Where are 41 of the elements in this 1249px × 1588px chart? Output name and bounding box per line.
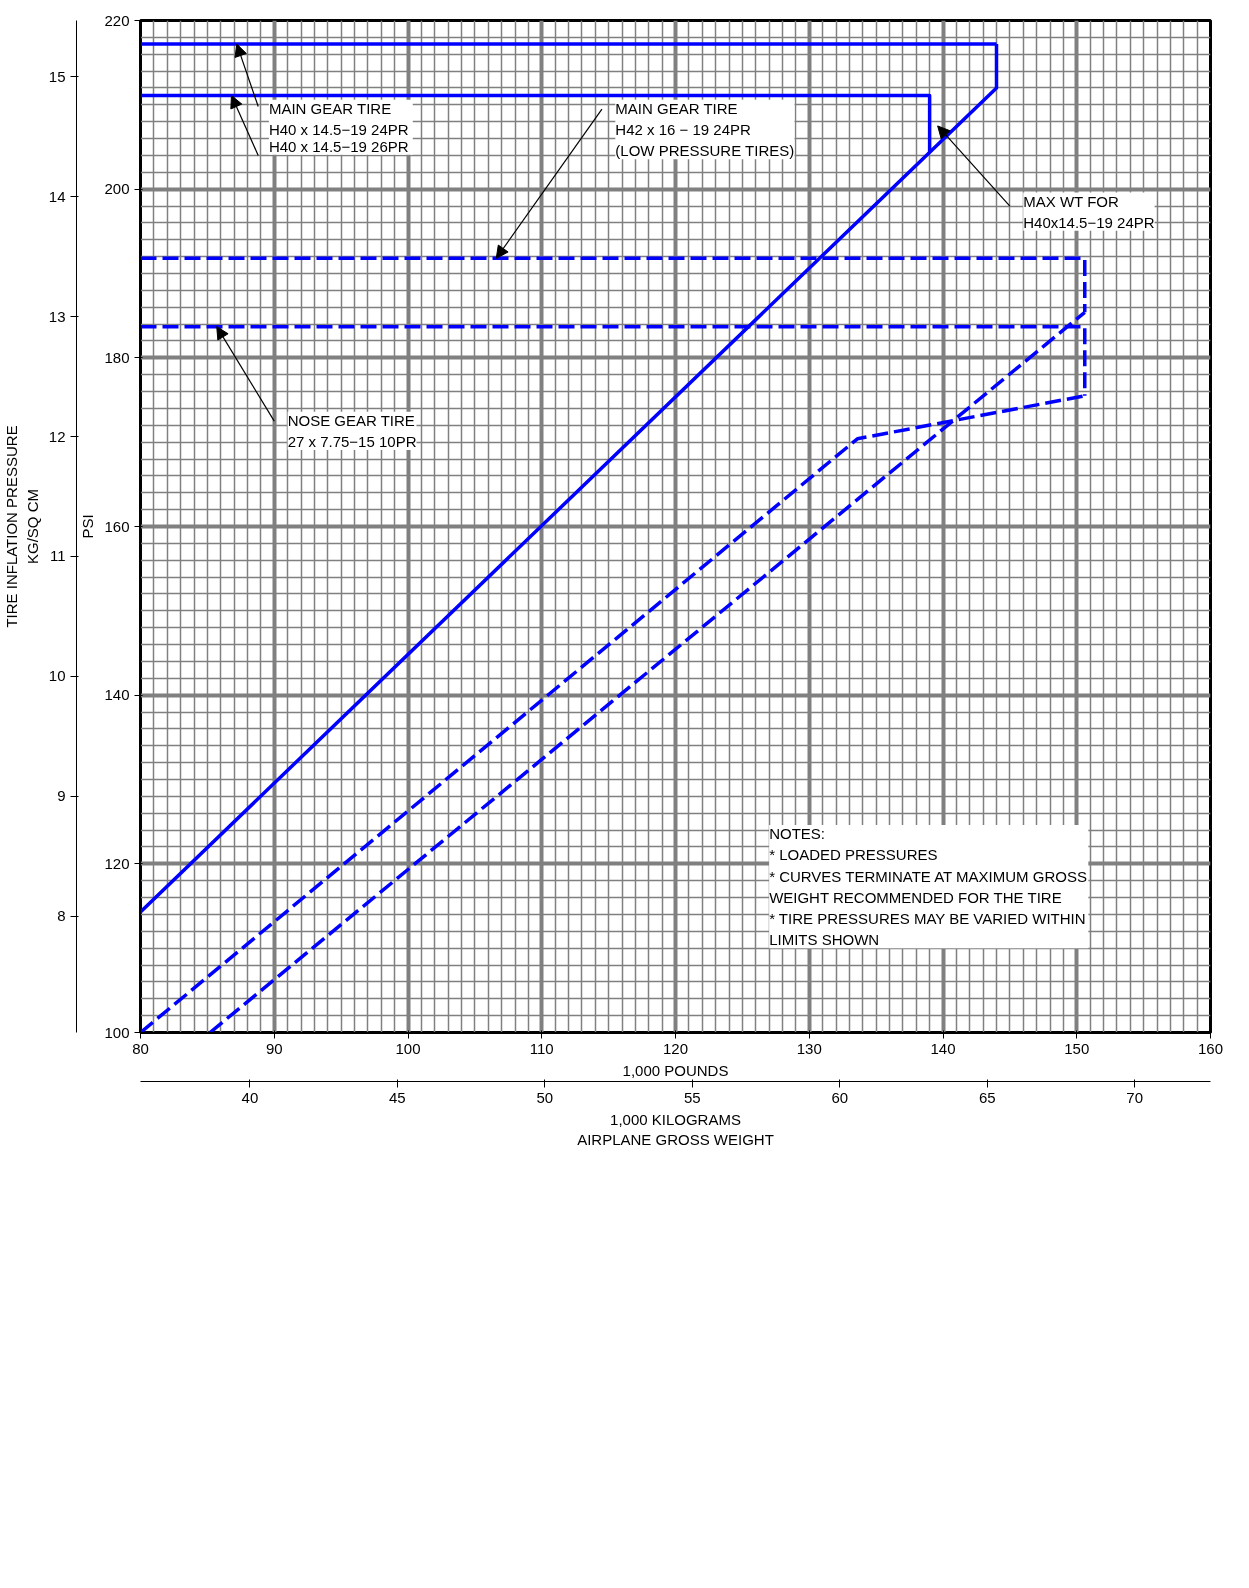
x2-tick-label: 65 [978, 1088, 996, 1106]
annotation: MAX WT FOR H40x14.5−19 24PR [1023, 192, 1155, 231]
annotation: MAIN GEAR TIRE H40 x 14.5−19 24PR [268, 99, 409, 139]
y2-tick-label: 15 [48, 67, 66, 85]
y-tick-label: 180 [104, 348, 130, 366]
y2-tick-label: 12 [48, 427, 66, 445]
y-tick-label: 220 [104, 11, 130, 29]
annotation: H40 x 14.5−19 26PR [268, 137, 409, 155]
x-tick-label: 80 [132, 1039, 149, 1057]
x2-tick-label: 60 [831, 1088, 849, 1106]
x-axis-title: 1,000 POUNDS [622, 1061, 729, 1079]
y-axis-title: PSI [79, 514, 97, 539]
y-tick-label: 100 [104, 1023, 130, 1041]
x2-tick-label: 70 [1126, 1088, 1144, 1106]
x-tick-label: 90 [265, 1039, 283, 1057]
y-tick-label: 200 [104, 180, 130, 198]
x-tick-label: 100 [395, 1039, 421, 1057]
x-tick-label: 120 [662, 1039, 689, 1057]
x2-tick-label: 55 [683, 1088, 701, 1106]
y-tick-label: 140 [104, 686, 130, 704]
x-tick-label: 160 [1197, 1039, 1224, 1057]
x-tick-label: 150 [1064, 1039, 1090, 1057]
y2-axis-title: TIRE INFLATION PRESSURE KG/SQ CM [3, 425, 41, 628]
y-tick-label: 120 [104, 854, 130, 872]
y2-tick-label: 14 [48, 187, 66, 205]
annotation: NOSE GEAR TIRE 27 x 7.75−15 10PR [287, 411, 417, 451]
y2-tick-label: 9 [57, 787, 66, 805]
y-tick-label: 160 [104, 517, 130, 535]
y2-tick-label: 13 [48, 307, 66, 325]
x2-axis-title: 1,000 KILOGRAMS AIRPLANE GROSS WEIGHT [577, 1110, 774, 1148]
x2-tick-label: 45 [389, 1088, 406, 1106]
y2-tick-label: 10 [48, 667, 66, 685]
x-tick-label: 140 [930, 1039, 956, 1057]
annotation: MAIN GEAR TIRE H42 x 16 − 19 24PR (LOW PRESSURE TIRES) [615, 99, 795, 160]
x-tick-label: 130 [796, 1039, 822, 1057]
annotation: NOTES: * LOADED PRESSURES * CURVES TERMINATE AT MAXIMUM GROSS WEIGHT RECOMMENDED FOR THE TIRE * TIRE PRESSURES MAY BE VARIED WITHIN LIMITS SHOWN [769, 825, 1087, 949]
x-tick-label: 110 [529, 1039, 554, 1057]
x2-tick-label: 50 [536, 1088, 554, 1106]
y2-tick-label: 11 [49, 547, 66, 565]
x2-tick-label: 40 [241, 1088, 259, 1106]
y2-tick-label: 8 [57, 907, 66, 925]
